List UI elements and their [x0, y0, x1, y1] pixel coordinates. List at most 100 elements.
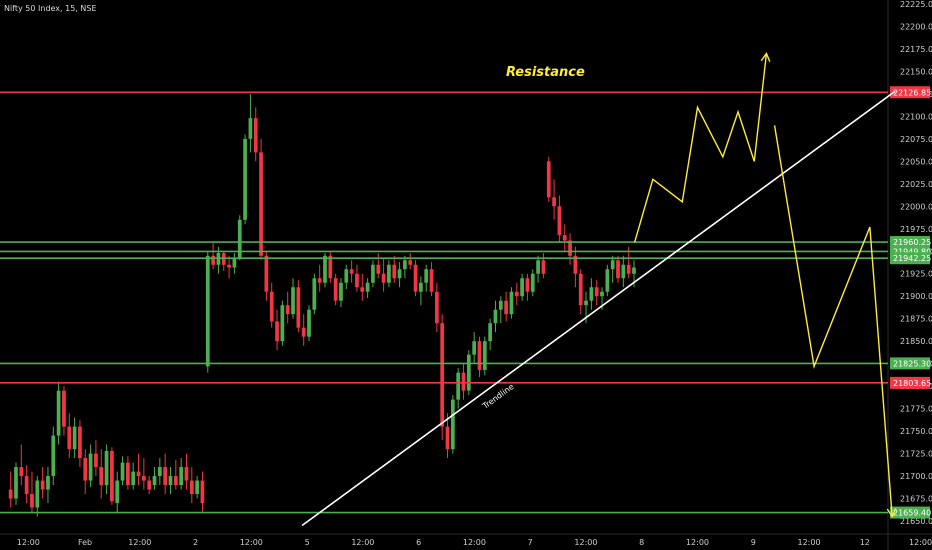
candle-body [24, 476, 29, 495]
price-badge-label: 21659.40 [893, 509, 931, 518]
x-tick-label: 12 [860, 538, 870, 547]
candle-body [616, 260, 620, 279]
y-tick-label: 22050.00 [900, 157, 932, 166]
candle-body [136, 471, 141, 477]
x-tick-label: 12:00 [351, 538, 374, 547]
candle-body [413, 264, 418, 292]
price-badge [890, 236, 930, 249]
price-badge-label: 21942.25 [893, 254, 931, 263]
projection-down-path [773, 125, 893, 517]
candle-body [536, 260, 540, 274]
candle-body [126, 462, 130, 486]
price-badge [890, 86, 930, 99]
y-tick-label: 21700.00 [900, 472, 932, 481]
candle-body [227, 264, 231, 268]
candle-body [147, 480, 152, 490]
candle-body [237, 219, 242, 258]
candle-body [296, 287, 301, 328]
candle-body [568, 240, 572, 256]
x-tick-label: 12:00 [797, 538, 820, 547]
candle-body [392, 264, 397, 279]
chart-title: Nifty 50 Index, 15, NSE [4, 4, 97, 13]
x-tick-label: 12:00 [909, 538, 932, 547]
candle-body [269, 291, 274, 322]
candle-body [120, 462, 125, 481]
candle-body [504, 300, 508, 315]
candle-body [163, 467, 168, 486]
candle-body [376, 264, 381, 274]
price-badge-label: 22126.85 [893, 88, 931, 97]
candle-body [328, 255, 333, 279]
candle-body [552, 197, 556, 207]
candle-body [173, 476, 178, 486]
candle-body [184, 467, 189, 481]
candle-body [371, 264, 375, 283]
x-tick-label: 6 [416, 538, 421, 547]
y-tick-label: 22175.00 [900, 45, 932, 54]
price-badge-label: 21825.30 [893, 359, 931, 368]
projection-up-arrowhead [760, 52, 771, 63]
trendline-label: Trendline [480, 382, 516, 411]
y-tick-label: 22200.00 [900, 22, 932, 31]
candle-body [403, 260, 407, 270]
candle-body [450, 399, 455, 450]
trendline [301, 90, 896, 527]
candle-body [360, 287, 365, 292]
candle-body [493, 309, 498, 324]
candle-body [30, 494, 34, 508]
price-badge [890, 252, 930, 265]
candle-body [285, 305, 290, 315]
candle-body [355, 273, 359, 288]
candle-body [546, 161, 551, 198]
candle-body [632, 267, 636, 274]
price-badge [890, 357, 930, 370]
candle-body [115, 480, 120, 504]
candle-body [472, 341, 477, 355]
candle-body [594, 287, 599, 297]
price-badge-label: 21960.25 [893, 238, 931, 247]
candle-body [626, 264, 631, 274]
candle-body [99, 467, 104, 486]
y-tick-label: 21675.00 [900, 495, 932, 504]
candle-body [344, 269, 349, 283]
candle-body [562, 235, 567, 241]
projection-down-arrowhead [886, 508, 897, 518]
x-tick-label: 12:00 [240, 538, 263, 547]
candle-body [424, 269, 429, 283]
candle-body [51, 435, 56, 477]
candle-body [195, 480, 199, 495]
candle-body [78, 426, 82, 459]
x-tick-label: 12:00 [686, 538, 709, 547]
candle-body [152, 476, 157, 486]
candle-body [8, 489, 13, 499]
candle-body [46, 476, 50, 490]
candle-body [498, 300, 503, 310]
resistance-label: Resistance [506, 65, 585, 80]
candle-body [200, 480, 205, 504]
x-tick-label: 12:00 [17, 538, 40, 547]
y-tick-label: 22150.00 [900, 67, 932, 76]
candle-body [275, 321, 279, 342]
candle-body [333, 278, 338, 301]
candle-body [456, 372, 461, 400]
candle-body [56, 390, 61, 436]
candle-body [157, 467, 162, 477]
candle-body [461, 372, 466, 391]
candle-body [72, 426, 77, 450]
candle-body [605, 269, 610, 292]
candle-body [14, 467, 18, 499]
y-tick-label: 21850.00 [900, 337, 932, 346]
candle-body [232, 257, 237, 268]
candle-body [621, 264, 626, 279]
x-tick-label: 2 [193, 538, 198, 547]
candle-body [168, 476, 173, 486]
candle-body [573, 255, 578, 274]
price-badge-label: 21803.65 [893, 379, 931, 388]
candle-body [557, 206, 562, 236]
candle-body [280, 305, 285, 342]
candle-body [67, 426, 72, 450]
y-tick-label: 21775.00 [900, 405, 932, 414]
candle-body [205, 255, 210, 367]
candle-body [259, 152, 263, 256]
